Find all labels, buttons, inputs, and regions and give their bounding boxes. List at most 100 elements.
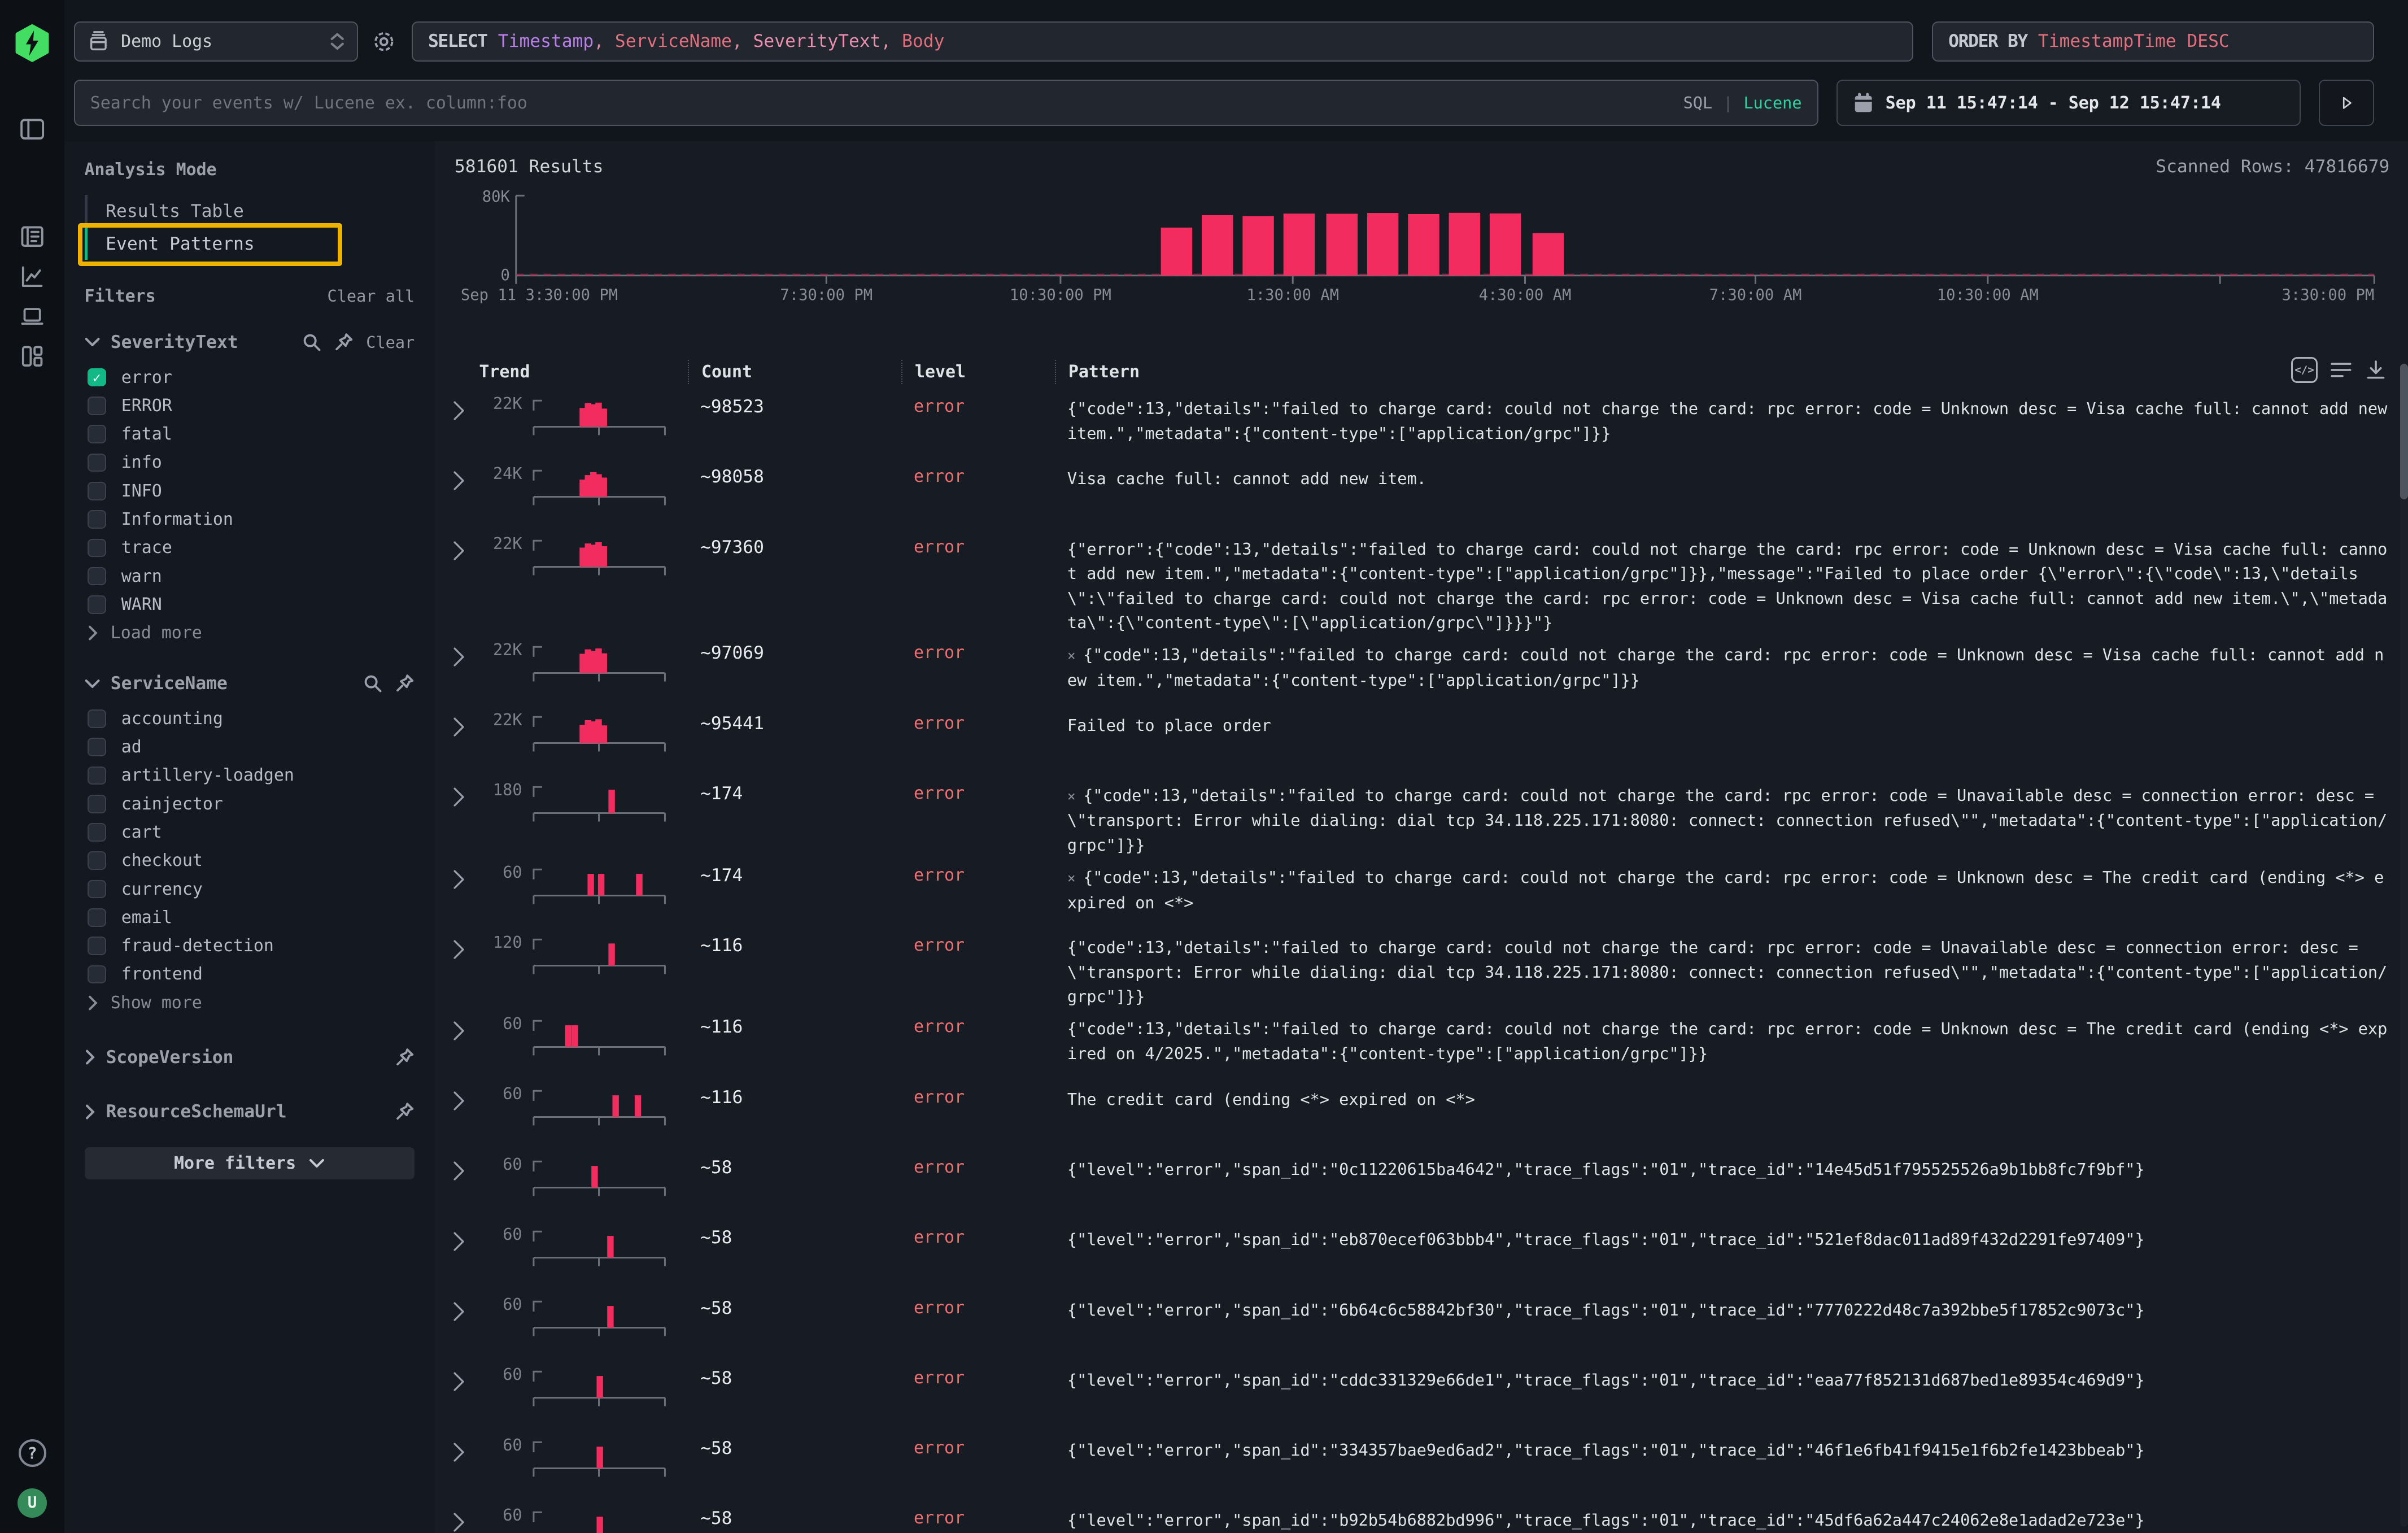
filter-group-resourceschemaurl[interactable]: ResourceSchemaUrl [85,1098,415,1126]
checkbox[interactable] [87,823,106,842]
sessions-icon[interactable] [12,297,53,337]
filter-group-title[interactable]: ServiceName [110,673,228,694]
pattern-cell[interactable]: {"code":13,"details":"failed to charge c… [1067,399,2397,443]
col-count[interactable]: Count [701,362,753,382]
filter-option[interactable]: cart [85,818,415,846]
checkbox[interactable] [87,510,106,529]
checkbox[interactable] [87,567,106,586]
filter-option[interactable]: frontend [85,960,415,988]
pin-icon[interactable] [395,1047,415,1067]
pattern-cell[interactable]: {"code":13,"details":"failed to charge c… [1067,938,2388,1007]
clear-filter-button[interactable]: Clear [366,332,415,352]
filter-option[interactable]: warn [85,562,415,590]
pattern-cell[interactable]: {"code":13,"details":"failed to charge c… [1067,1019,2388,1063]
filter-option[interactable]: ✓ error [85,363,415,391]
expand-chevron-icon[interactable] [442,933,476,1009]
col-trend[interactable]: Trend [479,362,530,382]
pattern-row[interactable]: 24K ~98058 error Visa cache full: cannot… [442,459,2389,529]
checkbox[interactable] [87,937,106,955]
pin-icon[interactable] [334,332,354,352]
expand-chevron-icon[interactable] [442,1014,476,1079]
pattern-row[interactable]: 60 ~58 error {"level":"error","span_id":… [442,1360,2389,1430]
pattern-row[interactable]: 60 ~116 error The credit card (ending <*… [442,1079,2389,1149]
pattern-cell[interactable]: {"level":"error","span_id":"cddc331329e6… [1067,1370,2145,1390]
checkbox[interactable] [87,851,106,870]
pattern-row[interactable]: 60 ~58 error {"level":"error","span_id":… [442,1220,2389,1290]
expand-chevron-icon[interactable] [442,640,476,705]
expand-chevron-icon[interactable] [442,1225,476,1290]
search-icon[interactable] [302,332,321,352]
download-icon[interactable] [2365,359,2387,381]
help-button[interactable]: ? [18,1439,46,1467]
pattern-cell[interactable]: {"level":"error","span_id":"b92b54b6882b… [1067,1510,2145,1530]
show-more-button[interactable]: Show more [88,988,415,1017]
search-icon[interactable] [363,673,382,693]
col-pattern[interactable]: Pattern [1068,362,1140,382]
checkbox[interactable] [87,965,106,984]
expand-chevron-icon[interactable] [442,1084,476,1149]
chevron-down-icon[interactable] [85,337,100,347]
search-logs-icon[interactable] [12,217,53,257]
pattern-row[interactable]: 22K ~97360 error {"error":{"code":13,"de… [442,529,2389,635]
clear-all-button[interactable]: Clear all [327,286,415,306]
chevron-right-icon[interactable] [85,1098,95,1126]
search-bar[interactable]: SQL | Lucene [73,80,1818,126]
results-histogram[interactable]: Sep 11 3:30:00 PM 7:30:00 PM 10:30:00 PM 1:… [455,186,2389,306]
pattern-cell[interactable]: {"level":"error","span_id":"334357bae9ed… [1067,1440,2145,1460]
expand-chevron-icon[interactable] [442,780,476,857]
lucene-mode-toggle[interactable]: Lucene [1743,93,1802,113]
mode-results-table[interactable]: Results Table [84,194,415,228]
filter-group-title[interactable]: ResourceSchemaUrl [106,1101,287,1122]
checkbox[interactable] [87,879,106,899]
load-more-button[interactable]: Load more [88,619,415,647]
run-query-button[interactable] [2319,80,2375,126]
app-logo-icon[interactable] [13,23,51,69]
code-view-icon[interactable]: </> [2291,356,2318,383]
filter-option[interactable]: INFO [85,477,415,505]
order-by-input[interactable]: ORDER BY TimestampTime DESC [1931,21,2375,62]
sql-select-input[interactable]: SELECT Timestamp, ServiceName, SeverityT… [411,21,1914,62]
chart-explorer-icon[interactable] [12,256,53,297]
filter-group-scopeversion[interactable]: ScopeVersion [85,1043,415,1072]
pattern-row[interactable]: 180 ~174 error × {"code":13,"details":"fa… [442,776,2389,857]
filter-option[interactable]: accounting [85,704,415,733]
checkbox[interactable]: ✓ [87,368,106,387]
checkbox[interactable] [87,908,106,927]
checkbox[interactable] [87,794,106,813]
col-level[interactable]: level [914,362,966,382]
filter-option[interactable]: fraud-detection [85,932,415,960]
checkbox[interactable] [87,481,106,500]
checkbox[interactable] [87,595,106,614]
pattern-row[interactable]: 60 ~58 error {"level":"error","span_id":… [442,1149,2389,1220]
pattern-row[interactable]: 60 ~116 error {"code":13,"details":"fail… [442,1009,2389,1079]
more-filters-button[interactable]: More filters [84,1147,415,1180]
filter-option[interactable]: currency [85,875,415,903]
filter-group-title[interactable]: SeverityText [110,332,238,352]
expand-chevron-icon[interactable] [442,1365,476,1430]
filter-option[interactable]: Information [85,505,415,533]
gear-icon[interactable] [372,29,396,60]
pattern-cell[interactable]: {"level":"error","span_id":"6b64c6c58842… [1067,1300,2145,1319]
user-avatar[interactable]: U [18,1488,47,1518]
expand-chevron-icon[interactable] [442,534,476,635]
checkbox[interactable] [87,425,106,443]
pattern-cell[interactable]: Failed to place order [1067,715,1271,735]
checkbox[interactable] [87,709,106,728]
scrollbar-thumb[interactable] [2400,364,2408,499]
pattern-row[interactable]: 60 ~58 error {"level":"error","span_id":… [442,1290,2389,1360]
checkbox[interactable] [87,766,106,785]
filter-option[interactable]: info [85,448,415,477]
filter-option[interactable]: ERROR [85,391,415,420]
dashboards-icon[interactable] [12,337,53,377]
row-density-icon[interactable] [2330,359,2353,381]
expand-chevron-icon[interactable] [442,464,476,529]
filter-option[interactable]: artillery-loadgen [85,761,415,790]
checkbox[interactable] [87,738,106,756]
checkbox[interactable] [87,453,106,472]
time-range-picker[interactable]: Sep 11 15:47:14 - Sep 12 15:47:14 [1836,80,2301,126]
filter-option[interactable]: cainjector [85,790,415,818]
filter-option[interactable]: email [85,903,415,931]
expand-chevron-icon[interactable] [442,394,476,459]
chevron-right-icon[interactable] [85,1043,95,1072]
sql-mode-toggle[interactable]: SQL [1683,93,1713,113]
